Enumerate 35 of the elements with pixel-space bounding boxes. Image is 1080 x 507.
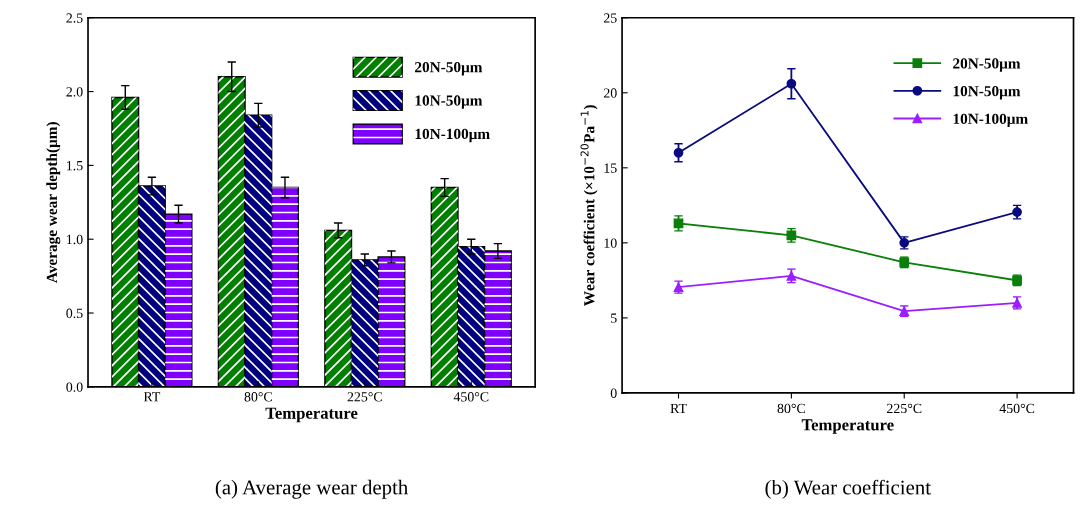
x-tick-label: 450°C xyxy=(453,392,489,402)
y-tick-label: 10 xyxy=(604,238,617,248)
y-axis-title: Wear coefficient (×10$^{−20}$Pa$^{−1}$) xyxy=(580,105,598,307)
legend-label: 20N-50μm xyxy=(953,58,1021,72)
y-axis-title: Average wear depth(μm) xyxy=(46,122,61,283)
y-tick-label: 20 xyxy=(603,88,617,98)
x-tick-label: RT xyxy=(143,392,161,402)
point xyxy=(673,218,684,229)
y-tick-label: 2.5 xyxy=(66,13,83,23)
y-tick-label: 15 xyxy=(604,163,617,173)
legend-label: 10N-100μm xyxy=(953,113,1028,128)
y-tick-label: 0.5 xyxy=(66,308,83,319)
y-tick-label: 25 xyxy=(603,13,617,23)
y-tick-label: 0 xyxy=(610,388,617,398)
x-tick-label: 80°C xyxy=(244,392,272,402)
y-tick-label: 1.0 xyxy=(67,234,83,245)
text: (a) Average wear depth xyxy=(215,479,408,499)
y-tick-label: 0.0 xyxy=(66,382,83,392)
point xyxy=(786,78,797,89)
legend-label: 10N-50μm xyxy=(415,95,483,109)
x-tick-label: 225°C xyxy=(887,403,922,414)
x-tick-label: 450°C xyxy=(999,403,1035,414)
point xyxy=(673,147,684,158)
legend-label: 10N-50μm xyxy=(953,85,1021,100)
legend-label: 20N-50μm xyxy=(415,61,483,76)
x-axis-title: Temperature xyxy=(801,419,894,434)
y-tick-label: 2.0 xyxy=(66,87,83,97)
x-tick-label: 80°C xyxy=(777,403,805,414)
x-tick-label: RT xyxy=(670,403,687,413)
y-tick-label: 1.5 xyxy=(67,161,83,171)
x-tick-label: 225°C xyxy=(347,392,382,402)
text: (b) Wear coefficient xyxy=(765,479,931,499)
legend-label: 10N-100μm xyxy=(415,128,490,143)
y-tick-label: 5 xyxy=(611,313,617,323)
x-axis-title: Temperature xyxy=(265,407,358,423)
